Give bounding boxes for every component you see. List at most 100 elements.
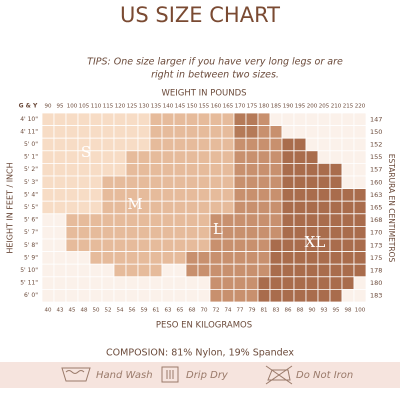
grid-cell	[293, 125, 307, 139]
composition: COMPOSION: 81% Nylon, 19% Spandex	[106, 348, 294, 359]
weight-label: WEIGHT IN POUNDS	[161, 89, 246, 99]
grid-cell	[329, 137, 343, 152]
grid-cell	[305, 263, 319, 278]
grid-cell	[329, 112, 343, 127]
grid-cell	[149, 125, 163, 139]
height-label: 5' 8"	[24, 242, 38, 249]
grid-cell	[125, 125, 139, 139]
grid-cell	[209, 175, 223, 190]
grid-cell	[185, 137, 199, 152]
care-label: Drip Dry	[186, 370, 229, 381]
grid-cell	[173, 150, 187, 164]
grid-cell	[221, 200, 235, 215]
grid-cell	[65, 150, 79, 164]
grid-cell	[149, 251, 163, 265]
grid-cell	[269, 175, 283, 190]
grid-cell	[329, 288, 343, 303]
grid-cell	[41, 162, 55, 177]
grid-cell	[257, 188, 271, 202]
grid-cell	[329, 162, 343, 177]
grid-cell	[353, 288, 367, 303]
grid-cell	[341, 125, 355, 139]
kg-label: 90	[309, 308, 316, 314]
kg-label: 61	[153, 308, 160, 314]
grid-cell	[353, 162, 367, 177]
grid-cell	[281, 213, 295, 227]
height-label: 5' 10"	[20, 267, 38, 274]
cm-label: ESTARURA EN CENTIMETROS	[387, 154, 396, 263]
cm-label: 155	[370, 153, 382, 161]
grid-cell	[53, 188, 67, 202]
grid-cell	[113, 175, 127, 190]
cm-label: 170	[370, 229, 382, 237]
grid-cell	[137, 238, 151, 253]
kg-label: 48	[81, 308, 88, 314]
grid-cell	[161, 175, 175, 190]
grid-cell	[89, 238, 103, 253]
grid-cell	[257, 225, 271, 240]
grid-cell	[317, 112, 331, 127]
grid-cell	[353, 137, 367, 152]
care-label: Hand Wash	[96, 370, 153, 381]
grid-cell	[353, 188, 367, 202]
grid-cell	[173, 213, 187, 227]
grid-cell	[65, 125, 79, 139]
grid-cell	[317, 175, 331, 190]
grid-cell	[41, 125, 55, 139]
grid-cell	[209, 263, 223, 278]
grid-cell	[185, 112, 199, 127]
grid-cell	[113, 213, 127, 227]
grid-cell	[197, 200, 211, 215]
grid-cell	[233, 263, 247, 278]
pound-label: 125	[127, 104, 138, 110]
grid-cell	[341, 263, 355, 278]
grid-cell	[149, 200, 163, 215]
grid-cell	[221, 251, 235, 265]
grid-cell	[353, 213, 367, 227]
grid-cell	[245, 137, 259, 152]
grid-cell	[65, 188, 79, 202]
grid-cell	[161, 137, 175, 152]
grid-cell	[41, 112, 55, 127]
height-label: 5' 2"	[24, 166, 38, 173]
grid-cell	[65, 225, 79, 240]
grid-cell	[305, 251, 319, 265]
grid-cell	[173, 263, 187, 278]
grid-cell	[221, 188, 235, 202]
grid-cell	[305, 213, 319, 227]
size-label: L	[213, 220, 223, 238]
grid-cell	[257, 200, 271, 215]
grid-cell	[197, 213, 211, 227]
grid-cell	[221, 238, 235, 253]
cm-label: 180	[370, 279, 382, 287]
grid-cell	[101, 137, 115, 152]
grid-cell	[53, 263, 67, 278]
kg-label: 93	[321, 308, 328, 314]
grid-cell	[317, 276, 331, 290]
grid-cell	[197, 238, 211, 253]
grid-cell	[161, 200, 175, 215]
grid-cell	[221, 162, 235, 177]
grid-cell	[113, 188, 127, 202]
grid-cell	[101, 263, 115, 278]
pound-label: 90	[45, 104, 52, 110]
grid-cell	[197, 276, 211, 290]
grid-cell	[89, 175, 103, 190]
grid-cell	[197, 150, 211, 164]
grid-cell	[173, 276, 187, 290]
grid-cell	[305, 200, 319, 215]
grid-cell	[269, 263, 283, 278]
grid-cell	[293, 162, 307, 177]
pound-label: 220	[355, 104, 366, 110]
grid-cell	[269, 200, 283, 215]
grid-cell	[101, 251, 115, 265]
height-label: 5' 9"	[24, 254, 38, 261]
grid-cell	[101, 162, 115, 177]
grid-cell	[353, 276, 367, 290]
grid-cell	[125, 225, 139, 240]
grid-cell	[41, 188, 55, 202]
grid-cell	[257, 137, 271, 152]
grid-cell	[161, 276, 175, 290]
pound-label: 120	[115, 104, 126, 110]
corner-label: G & Y	[19, 103, 38, 110]
